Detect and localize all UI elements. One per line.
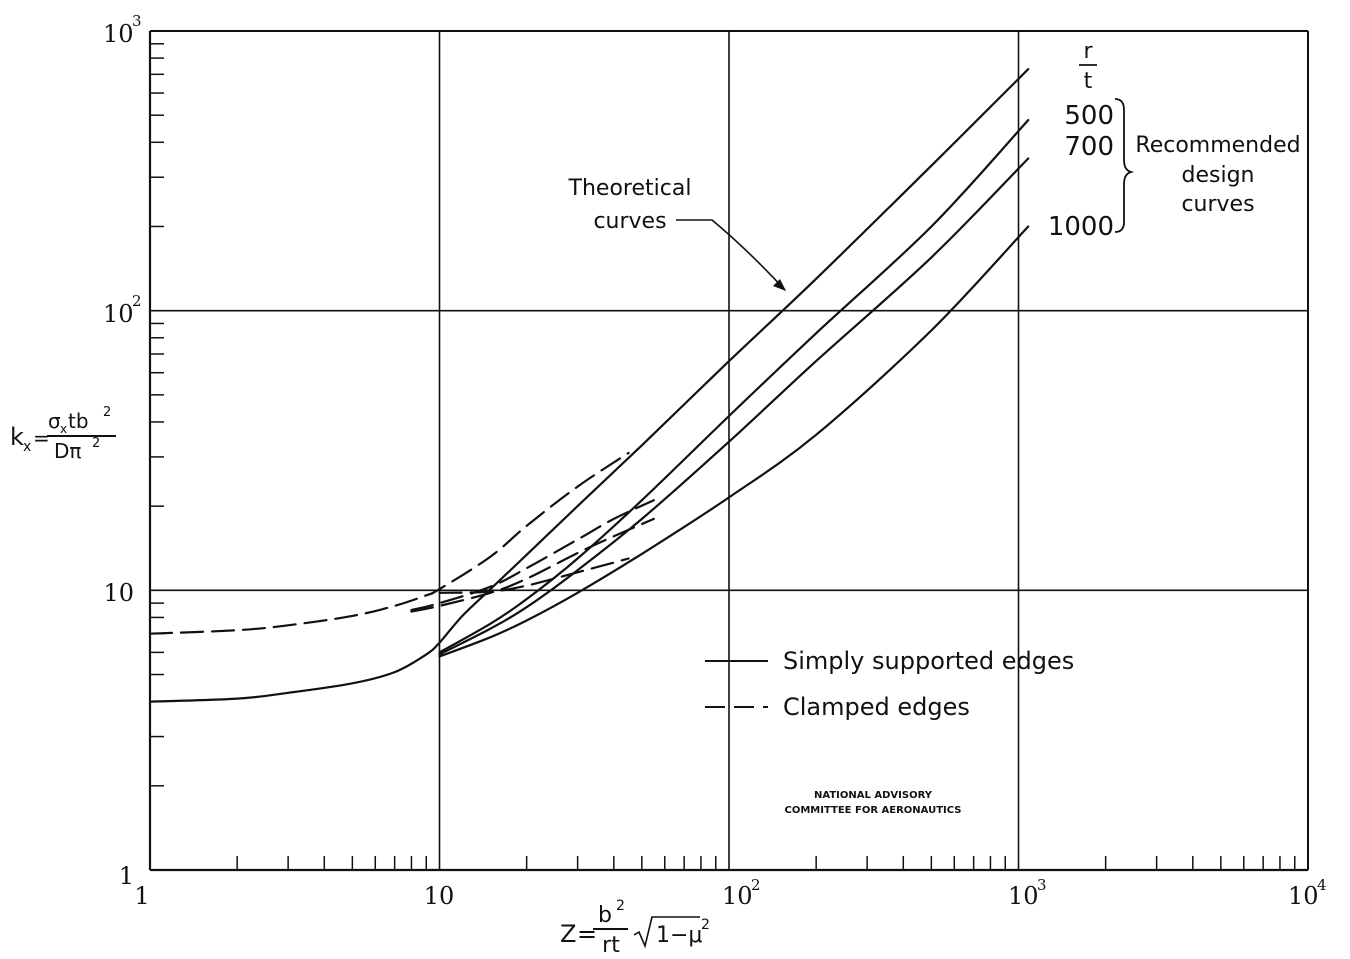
x-tick-labels: 1 10 10 2 10 3 10 4 bbox=[134, 876, 1326, 910]
y-label-denominator-exponent: 2 bbox=[92, 436, 100, 451]
y-tick-label-0: 1 bbox=[119, 862, 134, 890]
rt-header-numerator: r bbox=[1083, 39, 1093, 64]
x-axis-label: Z = b 2 rt 1−μ 2 bbox=[560, 898, 710, 958]
y-label-lhs-subscript: x bbox=[23, 439, 31, 455]
y-tick-label-3-base: 10 bbox=[103, 20, 134, 48]
x-tick-label-2-base: 10 bbox=[722, 882, 753, 910]
y-label-denominator: Dπ bbox=[54, 439, 81, 463]
x-tick-label-0: 1 bbox=[134, 882, 149, 910]
y-tick-label-3-exponent: 3 bbox=[132, 12, 142, 30]
x-tick-label-3-base: 10 bbox=[1008, 882, 1039, 910]
stamp-line2: COMMITTEE FOR AERONAUTICS bbox=[785, 805, 962, 816]
rt-label-500: 500 bbox=[1064, 101, 1114, 131]
x-tick-label-1: 10 bbox=[424, 882, 455, 910]
y-axis-label: k x = σ x tb 2 Dπ 2 bbox=[10, 405, 116, 463]
series-6-clamped bbox=[410, 517, 655, 613]
rt-label-1000: 1000 bbox=[1048, 212, 1114, 242]
theoretical-label-line2: curves bbox=[593, 209, 666, 234]
y-label-numerator-subscript: x bbox=[60, 422, 67, 436]
x-tick-label-3: 10 3 bbox=[1008, 876, 1047, 910]
x-label-equals: = bbox=[577, 920, 597, 948]
series-0-simply-supported bbox=[148, 68, 1030, 703]
grid-and-ticks bbox=[148, 30, 1309, 872]
design-curves-label-line3: curves bbox=[1181, 192, 1254, 217]
x-tick-label-4-base: 10 bbox=[1288, 882, 1319, 910]
series-2-simply-supported bbox=[438, 157, 1030, 656]
series-5-clamped bbox=[410, 499, 655, 612]
rt-header: r t bbox=[1079, 39, 1097, 94]
legend-label-clamped: Clamped edges bbox=[783, 693, 970, 721]
y-tick-labels: 1 10 10 2 10 3 bbox=[103, 12, 142, 890]
y-label-numerator-rest: tb bbox=[68, 409, 89, 433]
data-series bbox=[148, 68, 1030, 703]
rt-header-denominator: t bbox=[1084, 69, 1093, 94]
theoretical-curves-annotation: Theoretical curves bbox=[568, 176, 786, 291]
y-tick-label-2: 10 2 bbox=[103, 292, 142, 328]
x-tick-label-3-exponent: 3 bbox=[1037, 876, 1047, 894]
series-1-simply-supported bbox=[438, 119, 1030, 654]
y-tick-label-2-exponent: 2 bbox=[132, 292, 142, 310]
naca-stamp: NATIONAL ADVISORY COMMITTEE FOR AERONAUT… bbox=[785, 790, 962, 816]
theoretical-label-line1: Theoretical bbox=[568, 176, 692, 201]
x-label-radicand-exponent: 2 bbox=[701, 917, 710, 933]
x-label-numerator: b bbox=[598, 903, 612, 928]
y-tick-label-1: 10 bbox=[103, 579, 134, 607]
series-7-clamped bbox=[438, 557, 630, 594]
x-label-numerator-exponent: 2 bbox=[616, 898, 625, 914]
legend-label-simply-supported: Simply supported edges bbox=[783, 647, 1074, 675]
y-label-numerator-exponent: 2 bbox=[103, 405, 111, 420]
theoretical-arrowhead bbox=[773, 279, 786, 291]
design-curves-label-line1: Recommended bbox=[1135, 133, 1300, 158]
x-label-denominator: rt bbox=[602, 933, 620, 958]
stamp-line1: NATIONAL ADVISORY bbox=[814, 790, 933, 801]
x-label-radical-sign bbox=[633, 916, 700, 949]
x-label-lhs: Z bbox=[560, 920, 576, 948]
series-3-simply-supported bbox=[438, 225, 1030, 658]
y-label-numerator-sigma: σ bbox=[48, 409, 61, 433]
y-label-lhs: k bbox=[10, 423, 24, 451]
design-curves-label: Recommended design curves bbox=[1135, 133, 1300, 217]
x-tick-label-4: 10 4 bbox=[1288, 876, 1327, 910]
y-tick-label-3: 10 3 bbox=[103, 12, 142, 48]
theoretical-leader-line bbox=[676, 219, 786, 291]
x-tick-label-2: 10 2 bbox=[722, 876, 761, 910]
x-tick-label-2-exponent: 2 bbox=[751, 876, 761, 894]
y-label-equals: = bbox=[33, 426, 50, 450]
x-tick-label-1-base: 10 bbox=[424, 882, 455, 910]
x-label-radicand: 1−μ bbox=[656, 923, 702, 948]
y-tick-label-2-base: 10 bbox=[103, 300, 134, 328]
series-4-clamped bbox=[148, 451, 630, 635]
rt-value-labels: 500 700 1000 bbox=[1048, 101, 1114, 242]
rt-label-700: 700 bbox=[1064, 132, 1114, 162]
design-curves-label-line2: design bbox=[1182, 163, 1255, 188]
legend: Simply supported edges Clamped edges bbox=[705, 647, 1074, 721]
design-curves-bracket bbox=[1114, 98, 1135, 233]
x-tick-label-4-exponent: 4 bbox=[1317, 876, 1327, 894]
